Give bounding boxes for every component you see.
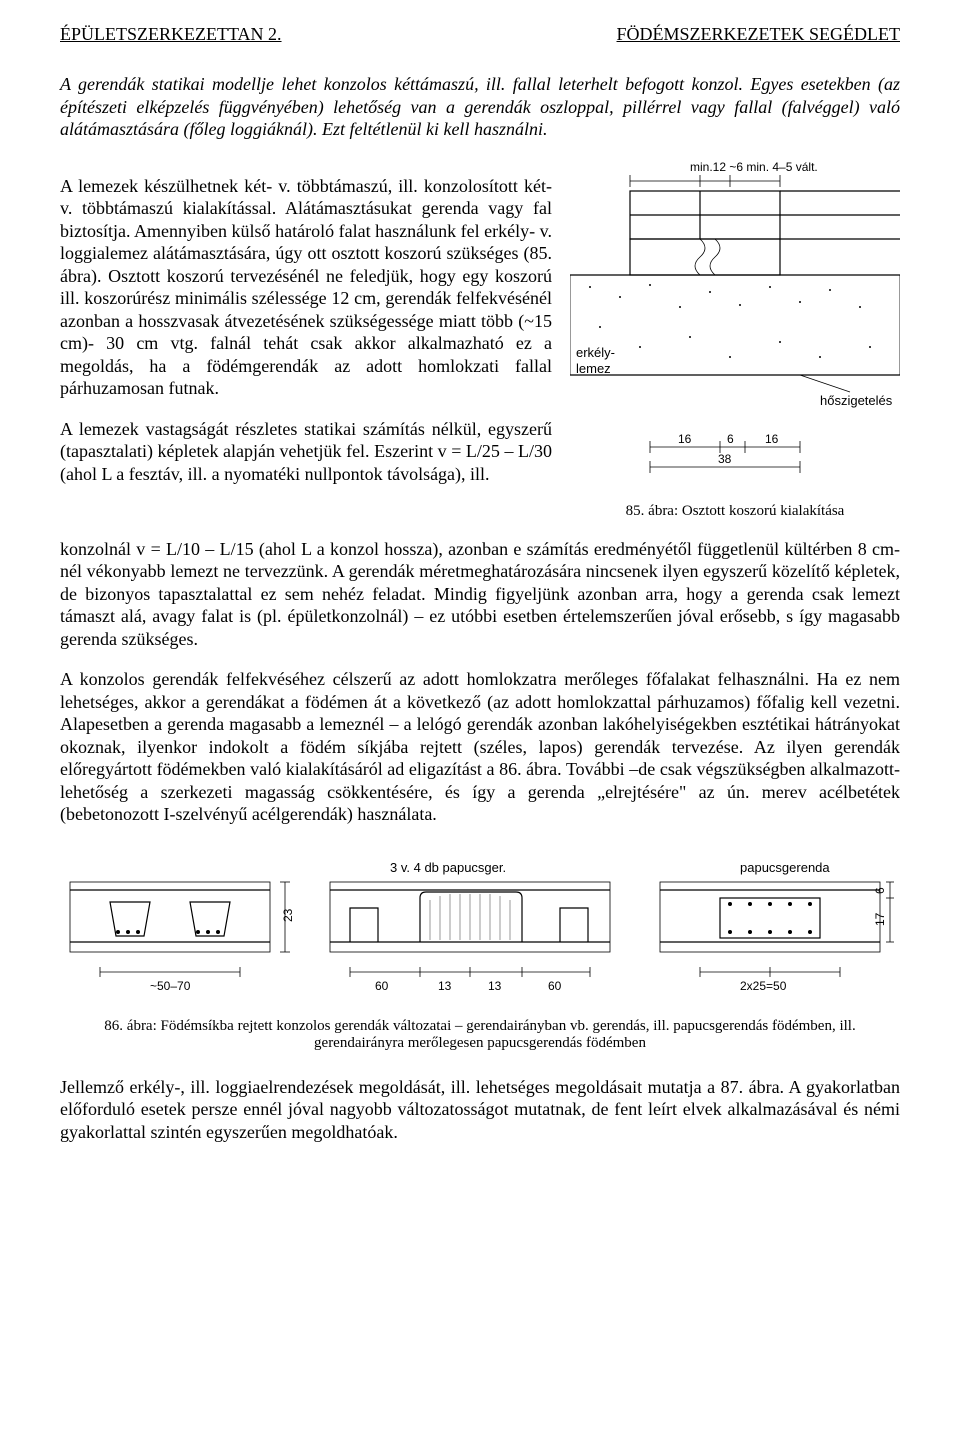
intro-paragraph: A gerendák statikai modellje lehet konzo… (60, 73, 900, 141)
fig86-top-label-1: 3 v. 4 db papucsger. (390, 860, 506, 875)
fig86-dim-13b: 13 (488, 979, 502, 993)
figure-85-svg: min.12 ~6 min. 4–5 vált. (570, 157, 900, 497)
fig85-dim-16a: 16 (678, 432, 692, 446)
fig86-bottom-right: 2x25=50 (740, 979, 787, 993)
fig85-label-left-1: erkély- (576, 345, 615, 360)
panel-2: 3 v. 4 db papucsger. (330, 860, 610, 993)
fig85-dim-6: 6 (727, 432, 734, 446)
header-right: FÖDÉMSZERKEZETEK SEGÉDLET (617, 24, 900, 45)
fig85-top-dim: min.12 ~6 min. 4–5 vált. (690, 160, 818, 174)
fig85-dim-16b: 16 (765, 432, 779, 446)
stipple (589, 284, 871, 358)
figure-86-caption: 86. ábra: Födémsíkba rejtett konzolos ge… (60, 1018, 900, 1052)
panel-3: papucsgerenda 6 17 (660, 860, 894, 993)
para-middle: A konzolos gerendák felfekvéséhez célsze… (60, 668, 900, 826)
page-header: ÉPÜLETSZERKEZETTAN 2. FÖDÉMSZERKEZETEK S… (60, 24, 900, 45)
figure-85-block: min.12 ~6 min. 4–5 vált. (570, 157, 900, 520)
left-col-para-2: A lemezek vastagságát részletes statikai… (60, 418, 552, 486)
fig86-top-label-2: papucsgerenda (740, 860, 830, 875)
fig86-dim-6: 6 (873, 887, 887, 894)
fig86-dim-60b: 60 (548, 979, 562, 993)
two-column-block: A lemezek készülhetnek két- v. többtámas… (60, 157, 900, 520)
insulation-hatch (695, 239, 720, 275)
figure-85: min.12 ~6 min. 4–5 vált. (570, 157, 900, 497)
closing-paragraph: Jellemző erkély-, ill. loggiaelrendezése… (60, 1076, 900, 1144)
page: ÉPÜLETSZERKEZETTAN 2. FÖDÉMSZERKEZETEK S… (0, 0, 960, 1199)
fig86-bottom-left: ~50–70 (150, 979, 191, 993)
fig86-dim-17: 17 (873, 912, 887, 926)
fig86-dim-23: 23 (281, 908, 295, 922)
para-after-fig85: konzolnál v = L/10 – L/15 (ahol L a konz… (60, 538, 900, 651)
fig85-dim-38: 38 (718, 452, 732, 466)
fig85-label-left-2: lemez (576, 361, 611, 376)
figure-86: 23 ~50–70 3 v. 4 db papucsger. (60, 842, 900, 1052)
fig85-label-right: hőszigetelés (820, 393, 893, 408)
left-column: A lemezek készülhetnek két- v. többtámas… (60, 157, 552, 520)
left-col-para-1: A lemezek készülhetnek két- v. többtámas… (60, 175, 552, 400)
fig86-dim-60a: 60 (375, 979, 389, 993)
header-left: ÉPÜLETSZERKEZETTAN 2. (60, 24, 282, 45)
figure-86-svg: 23 ~50–70 3 v. 4 db papucsger. (60, 842, 900, 1012)
panel-1: 23 ~50–70 (70, 882, 295, 993)
fig86-dim-13a: 13 (438, 979, 452, 993)
figure-85-caption: 85. ábra: Osztott koszorú kialakítása (570, 503, 900, 520)
